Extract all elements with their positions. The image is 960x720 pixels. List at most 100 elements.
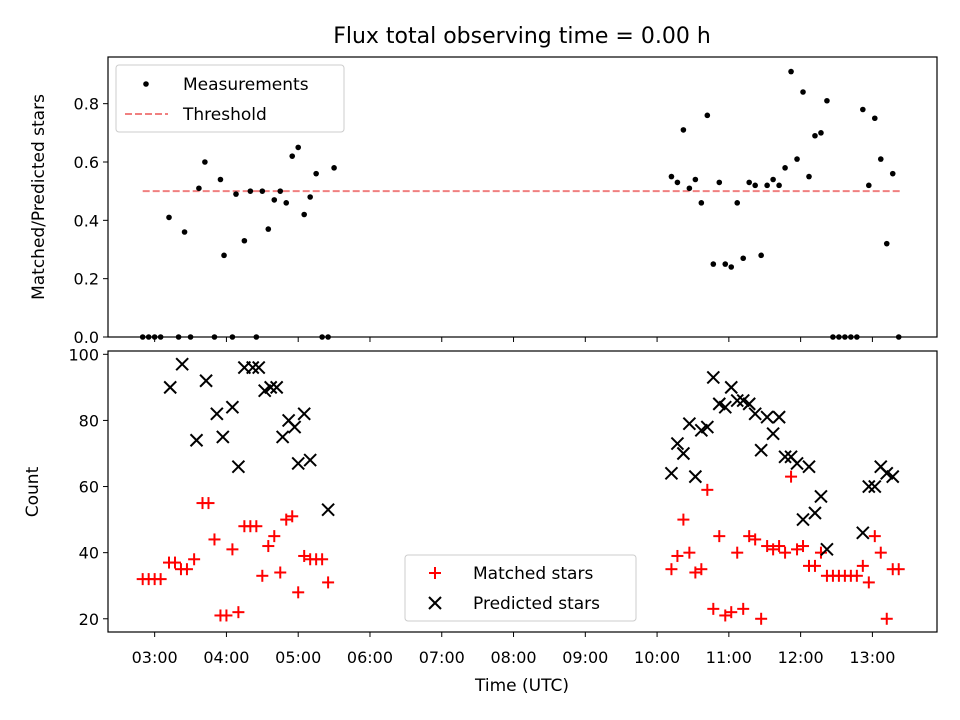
predicted-star-marker [802,459,816,474]
matched-star-marker [202,497,215,510]
measurement-point [668,173,675,180]
matched-star-marker [250,520,263,533]
measurement-point [181,229,188,235]
measurements-legend-label: Measurements [183,75,309,95]
matched-star-marker [785,470,798,483]
measurement-point [877,156,884,162]
measurement-point [277,188,284,194]
predicted-star-marker [808,506,822,520]
measurement-point [704,112,711,119]
x-tick-label: 08:00 [490,648,536,667]
top-y-tick-label: 0.2 [74,270,99,289]
measurement-point [710,261,717,267]
bottom-y-tick-label: 80 [79,411,99,430]
matched-legend-marker [429,567,441,579]
measurement-point [271,197,278,203]
matched-star-marker [749,533,762,546]
measurement-point [800,89,806,95]
top-y-tick-label: 0.8 [74,95,99,114]
x-axis-label: Time (UTC) [474,676,569,696]
x-tick-label: 09:00 [562,648,608,667]
measurement-point [692,176,699,183]
top-y-tick-label: 0.0 [74,328,99,347]
predicted-star-marker [766,426,780,441]
predicted-star-marker [796,512,810,527]
predicted-star-marker [175,357,189,371]
top-x-ticks [154,337,873,342]
matched-star-marker [779,546,792,559]
predicted-star-marker [287,420,302,434]
predicted-star-marker [163,380,177,395]
x-tick-label: 12:00 [778,648,824,667]
matched-star-marker [737,602,750,615]
bottom-axes-frame [107,350,938,633]
matched-star-marker [262,540,275,553]
matched-star-marker [725,606,738,619]
matched-star-marker [683,546,696,559]
measurement-point [166,214,172,221]
bottom-y-tick-label: 60 [79,478,99,497]
measurement-point [812,132,818,139]
predicted-star-marker [291,456,305,471]
measurement-point [307,194,313,200]
bottom-y-axis-label: Count [23,466,43,517]
top-axes-frame [107,56,938,338]
predicted-star-marker [670,436,685,451]
measurement-point [331,165,337,171]
bottom-y-axis: 20 40 60 80 100 [68,345,108,629]
matched-star-marker [226,543,239,556]
measurement-point [716,179,723,186]
matched-star-marker [850,569,863,582]
predicted-star-marker [297,407,311,421]
predicted-star-marker [820,542,834,557]
x-tick-label: 03:00 [132,648,178,667]
bottom-y-tick-label: 20 [79,610,99,629]
predicted-star-marker [199,374,213,388]
matched-star-marker [292,586,305,599]
matched-star-marker [862,576,875,589]
measurement-point [740,255,747,262]
matched-star-marker [286,510,299,523]
predicted-star-marker [718,400,732,414]
predicted-star-marker [269,380,284,395]
matched-star-marker [208,533,221,546]
measurement-point [247,188,254,194]
predicted-star-marker [700,420,715,434]
measurement-point [233,191,239,197]
measurement-point [746,179,752,186]
measurement-point [313,170,319,177]
threshold-legend-label: Threshold [182,105,267,125]
predicted-star-marker [303,453,317,467]
measurement-point [883,240,890,247]
matched-star-marker [868,530,881,543]
predicted-star-marker [682,417,697,431]
measurement-point [788,68,794,75]
measurement-point [722,261,729,267]
matched-star-marker [274,566,287,579]
measurement-point [283,200,290,206]
predicted-star-marker [772,410,786,424]
predicted-star-marker [189,433,204,447]
predicted-star-marker [730,393,744,408]
measurement-point [221,252,227,259]
x-tick-label: 06:00 [347,648,393,667]
matched-star-marker [755,612,768,625]
predicted-star-marker [664,466,679,481]
predicted-star-marker [856,526,870,540]
measurement-point [295,144,302,151]
matched-star-marker [677,513,690,526]
top-y-tick-label: 0.6 [74,153,99,172]
matched-star-marker [232,606,245,619]
bottom-legend: Matched stars Predicted stars [404,554,637,622]
matched-star-marker [773,540,786,553]
measurement-point [202,159,208,165]
measurement-point [824,97,830,104]
measurement-point [289,153,296,159]
predicted-star-marker [321,502,335,517]
measurement-point [866,182,872,189]
x-tick-label: 10:00 [634,648,680,667]
matched-star-marker [880,612,893,625]
measurement-point [871,115,878,122]
matched-star-marker [180,563,193,576]
